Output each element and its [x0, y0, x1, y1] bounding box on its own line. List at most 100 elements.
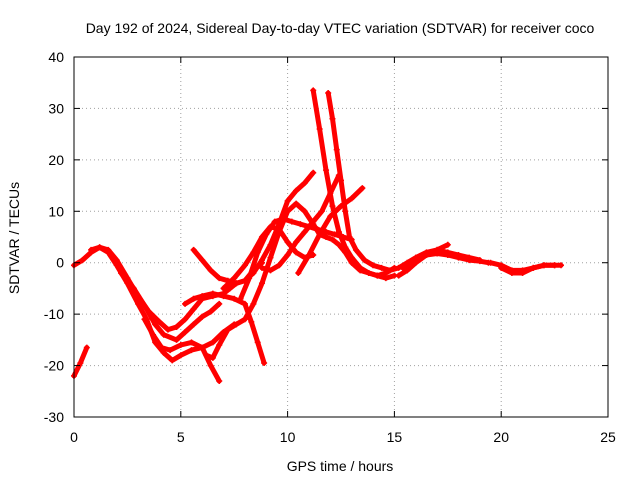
data-point	[237, 295, 244, 302]
x-axis-label: GPS time / hours	[287, 458, 394, 474]
data-point	[301, 180, 308, 186]
data-point	[476, 258, 483, 265]
data-point	[333, 146, 340, 153]
data-point	[293, 187, 300, 194]
y-tick-label: 20	[48, 152, 64, 168]
data-point	[348, 195, 355, 202]
data-point	[357, 264, 364, 271]
data-point	[169, 357, 176, 364]
data-point	[295, 270, 302, 276]
data-point	[404, 267, 411, 274]
data-point	[156, 318, 163, 325]
data-point	[199, 344, 206, 351]
data-point	[141, 316, 148, 323]
y-tick-label: -30	[44, 409, 64, 425]
data-point	[551, 262, 558, 269]
chart-title: Day 192 of 2024, Sidereal Day-to-day VTE…	[86, 20, 595, 36]
data-point	[288, 218, 295, 225]
data-point	[105, 249, 112, 256]
data-point	[248, 318, 255, 325]
data-point	[231, 295, 238, 302]
series-line-2	[71, 244, 239, 333]
data-point	[254, 249, 261, 256]
data-point	[455, 254, 462, 261]
data-point	[316, 126, 323, 132]
data-point	[190, 246, 197, 253]
data-point	[498, 264, 505, 271]
data-point	[88, 246, 95, 253]
data-point	[267, 241, 274, 248]
data-point	[412, 257, 419, 264]
data-point	[293, 239, 300, 246]
data-point	[199, 293, 206, 300]
data-point	[77, 360, 84, 366]
data-point	[164, 326, 171, 333]
data-point	[323, 234, 330, 240]
data-point	[177, 352, 184, 359]
data-point	[96, 244, 103, 251]
data-point	[250, 300, 257, 307]
data-point	[190, 306, 197, 312]
data-point	[335, 228, 342, 235]
x-tick-label: 25	[600, 429, 616, 445]
data-point	[423, 252, 430, 258]
data-point	[297, 221, 304, 228]
data-point	[346, 234, 353, 240]
x-tick-label: 15	[387, 429, 403, 445]
y-tick-label: 30	[48, 100, 64, 116]
series-line-12	[259, 172, 342, 273]
data-point	[325, 90, 332, 96]
data-point	[318, 208, 325, 215]
data-point	[342, 208, 349, 215]
data-point	[150, 331, 157, 338]
data-point	[207, 362, 214, 369]
data-point	[241, 277, 248, 284]
data-point	[220, 293, 227, 300]
series-group	[71, 87, 565, 384]
data-point	[374, 272, 381, 279]
data-point	[316, 231, 323, 238]
data-point	[519, 270, 526, 276]
data-point	[173, 324, 180, 330]
data-point	[301, 208, 308, 215]
data-point	[258, 280, 265, 287]
y-tick-label: 40	[48, 49, 64, 65]
data-point	[182, 316, 189, 323]
data-point	[359, 185, 366, 192]
data-point	[216, 300, 223, 307]
data-point	[231, 275, 238, 282]
data-point	[348, 254, 355, 261]
x-tick-label: 0	[70, 429, 78, 445]
data-point	[143, 306, 150, 312]
x-tick-label: 5	[177, 429, 185, 445]
data-point	[267, 267, 274, 274]
x-tick-label: 10	[280, 429, 296, 445]
data-point	[83, 344, 90, 351]
series-line-10	[238, 216, 355, 302]
data-point	[199, 313, 206, 320]
y-axis-label: SDTVAR / TECUs	[6, 182, 22, 294]
data-point	[158, 344, 165, 351]
data-point	[117, 270, 124, 276]
data-point	[305, 252, 312, 258]
data-point	[382, 275, 389, 282]
data-point	[182, 300, 189, 307]
data-point	[209, 339, 216, 346]
data-point	[284, 239, 291, 246]
data-point	[233, 321, 240, 328]
data-point	[113, 262, 120, 269]
data-point	[378, 264, 385, 271]
data-point	[558, 262, 565, 269]
data-point	[399, 264, 406, 271]
data-point	[540, 262, 547, 269]
grid	[74, 57, 608, 417]
data-point	[487, 259, 494, 266]
x-tick-label: 20	[493, 429, 509, 445]
data-point	[323, 167, 330, 174]
data-point	[327, 213, 334, 220]
data-point	[310, 169, 317, 176]
data-point	[241, 262, 248, 269]
data-point	[216, 378, 223, 384]
data-point	[284, 252, 291, 258]
data-point	[233, 280, 240, 287]
